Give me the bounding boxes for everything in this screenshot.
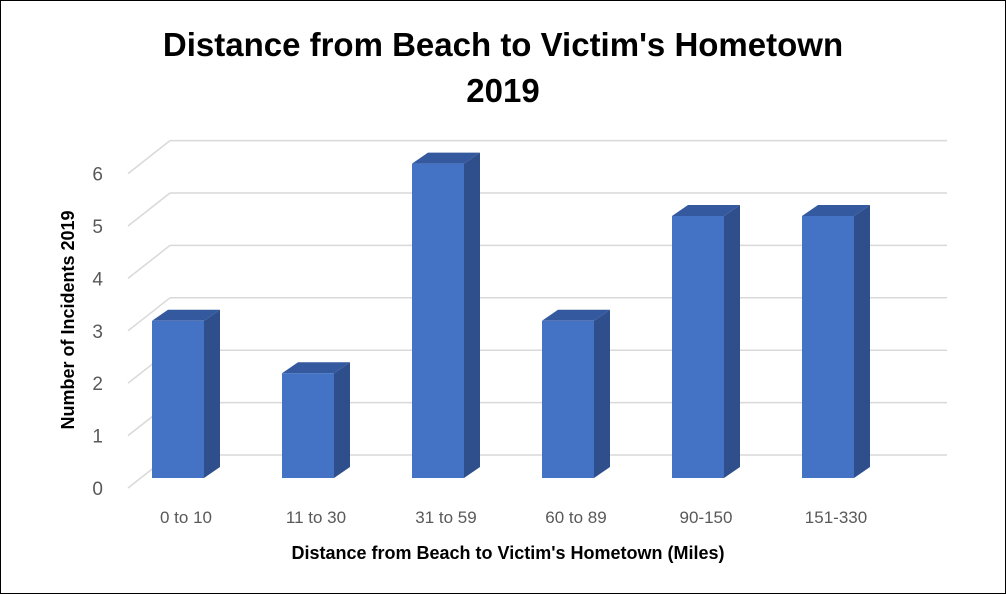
x-category-label: 31 to 59 [415,508,476,527]
bar [802,205,870,478]
bar-front [672,216,724,478]
chart-subtitle: 2019 [466,72,540,109]
x-axis-title: Distance from Beach to Victim's Hometown… [291,543,724,563]
bar-top [282,362,350,374]
bar [412,152,480,478]
bar-front [412,163,464,478]
x-category-label: 0 to 10 [160,508,212,527]
gridline-depth [127,192,171,227]
bar [672,205,740,478]
bar-top [412,152,480,164]
bar-front [282,373,334,478]
bars [152,152,870,478]
bar-side [724,205,740,478]
y-axis-title: Number of Incidents 2019 [58,210,78,429]
y-tick-label: 3 [92,322,103,343]
y-tick-label: 1 [92,427,103,448]
y-tick-label: 0 [92,479,103,500]
bar-top [542,309,610,321]
bar-side [854,205,870,478]
bar-side [204,309,220,478]
bar-front [152,320,204,478]
x-category-label: 11 to 30 [286,508,346,527]
gridline-depth [127,244,171,279]
chart-title-block: Distance from Beach to Victim's Hometown… [0,22,1006,114]
y-tick-label: 5 [92,217,103,238]
bar [152,309,220,478]
chart-title: Distance from Beach to Victim's Hometown [162,26,844,63]
bar-front [542,320,594,478]
gridline-depth [127,140,171,175]
y-axis-ticks: 0 1 2 3 4 5 6 [92,165,103,500]
bar [542,309,610,478]
x-axis-categories: 0 to 10 11 to 30 31 to 59 60 to 89 90-150 151… [160,508,867,527]
x-category-label: 60 to 89 [545,508,606,527]
bar-side [464,152,480,478]
y-tick-label: 4 [92,269,103,290]
bar-front [802,216,854,478]
bar-top [152,309,220,321]
bar-side [334,362,350,478]
bar-top [672,205,740,216]
gridline-depth [127,297,171,332]
y-tick-label: 6 [92,165,103,186]
bar [282,362,350,478]
y-tick-label: 2 [92,374,103,395]
bar-side [594,309,610,478]
x-category-label: 151-330 [805,508,867,527]
bar-top [802,205,870,216]
x-category-label: 90-150 [680,508,733,527]
